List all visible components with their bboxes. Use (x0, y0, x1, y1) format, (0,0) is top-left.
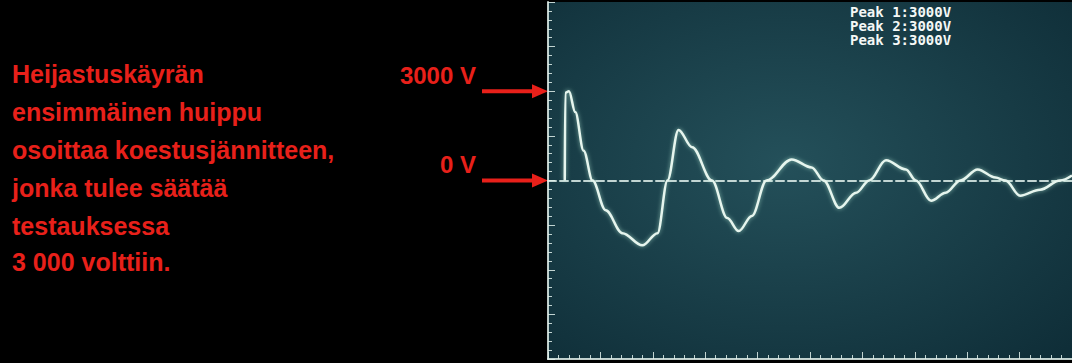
svg-text:0 V: 0 V (440, 151, 476, 178)
svg-text:osoittaa koestusjännitteen,: osoittaa koestusjännitteen, (12, 136, 334, 164)
svg-text:ensimmäinen huippu: ensimmäinen huippu (12, 98, 262, 126)
svg-text:3000 V: 3000 V (400, 62, 476, 89)
svg-text:testauksessa: testauksessa (12, 212, 170, 240)
svg-text:Heijastuskäyrän: Heijastuskäyrän (12, 60, 204, 88)
svg-text:3 000 volttiin.: 3 000 volttiin. (12, 248, 170, 276)
svg-text:Peak 1:3000V: Peak 1:3000V (850, 4, 952, 20)
svg-text:Peak 2:3000V: Peak 2:3000V (850, 18, 952, 34)
svg-text:Peak 3:3000V: Peak 3:3000V (850, 32, 952, 48)
svg-text:jonka tulee säätää: jonka tulee säätää (11, 174, 227, 202)
